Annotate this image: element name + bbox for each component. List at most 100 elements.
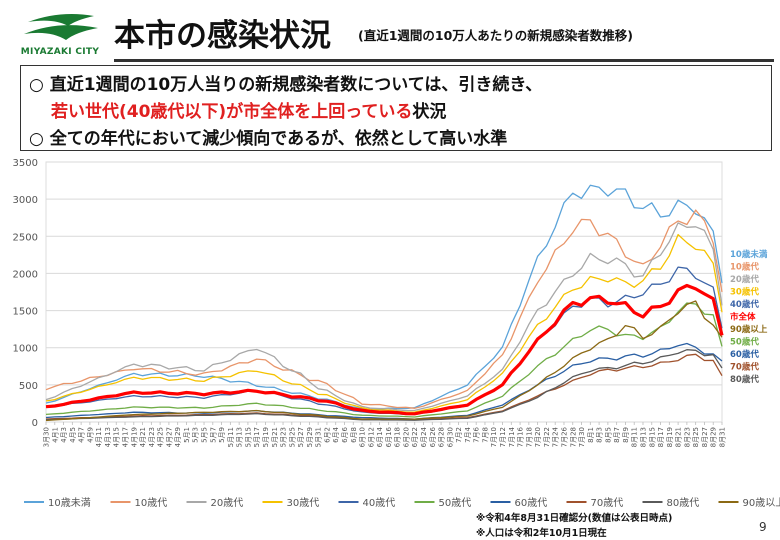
x-tick-label: 7月28 [569, 427, 577, 447]
title-divider [114, 59, 774, 62]
x-tick-label: 7月14 [508, 426, 516, 447]
x-tick-label: 8月1 [587, 427, 595, 443]
x-tick-label: 5月31 [315, 427, 323, 447]
series-line-10 [45, 283, 724, 416]
x-tick-label: 8月27 [701, 427, 709, 447]
y-tick-label: 3500 [13, 158, 38, 169]
series-line-2 [45, 222, 723, 412]
series-end-label: 60歳代 [730, 349, 759, 360]
series-line-5 [45, 302, 723, 418]
series-line-3 [45, 233, 723, 413]
x-tick-label: 7月10 [490, 427, 498, 447]
x-tick-label: 6月14 [376, 426, 384, 447]
page-subtitle: (直近1週間の10万人あたりの新規感染者数推移) [358, 28, 634, 43]
x-tick-label: 5月21 [271, 427, 279, 447]
x-tick-label: 7月2 [455, 427, 463, 443]
series-end-label: 90歳以上 [730, 324, 768, 335]
x-tick-label: 4月27 [165, 427, 173, 447]
series-end-label: 50歳代 [730, 337, 759, 348]
x-tick-label: 4月25 [157, 427, 165, 447]
x-tick-label: 4月9 [86, 427, 94, 443]
x-tick-label: 6月26 [429, 426, 437, 447]
x-tick-label: 8月13 [639, 427, 647, 447]
x-tick-label: 8月9 [622, 427, 630, 443]
miyazaki-city-logo-icon [24, 14, 98, 40]
x-tick-label: 8月5 [604, 427, 612, 443]
x-tick-label: 4月17 [122, 427, 130, 447]
x-tick-label: 8月15 [648, 427, 656, 447]
legend-label: 80歳代 [667, 497, 700, 509]
x-tick-label: 7月26 [560, 426, 568, 447]
x-tick-label: 6月20 [402, 427, 410, 447]
y-tick-label: 1000 [13, 344, 38, 355]
x-tick-label: 8月3 [596, 427, 604, 443]
x-tick-label: 5月9 [218, 427, 226, 443]
x-tick-label: 5月11 [227, 427, 235, 447]
plot-area [45, 161, 723, 423]
x-tick-label: 6月10 [359, 427, 367, 447]
x-tick-label: 5月27 [297, 427, 305, 447]
x-tick-label: 6月8 [350, 427, 358, 443]
page-title: 本市の感染状況 [114, 18, 331, 54]
page-number: 9 [759, 520, 767, 534]
legend-label: 90歳以上 [743, 497, 780, 509]
x-tick-label: 6月24 [420, 426, 428, 447]
x-tick-label: 4月1 [51, 427, 59, 443]
series-line-1 [45, 209, 723, 409]
x-tick-label: 4月19 [130, 427, 138, 447]
x-tick-label: 7月8 [481, 427, 489, 443]
legend-label: 40歳代 [363, 497, 396, 509]
x-tick-label: 7月22 [543, 427, 551, 447]
x-tick-label: 5月1 [183, 427, 191, 443]
x-tick-label: 8月29 [710, 427, 718, 447]
x-tick-label: 5月15 [244, 427, 252, 447]
x-tick-label: 5月3 [192, 427, 200, 443]
y-tick-label: 2000 [13, 269, 38, 280]
legend-label: 50歳代 [439, 497, 472, 509]
series-end-label: 20歳代 [730, 274, 759, 285]
series-line-0 [45, 184, 723, 411]
series-end-label: 10歳未満 [730, 249, 768, 260]
x-tick-label: 4月15 [113, 427, 121, 447]
x-tick-label: 4月21 [139, 427, 147, 447]
logo-text: MIYAZAKI CITY [20, 47, 100, 57]
legend-label: 60歳代 [515, 497, 548, 509]
x-tick-label: 4月7 [78, 427, 86, 443]
x-tick-label: 8月31 [719, 427, 727, 447]
x-tick-label: 5月13 [236, 427, 244, 447]
summary-line-2-highlight: 若い世代(40歳代以下)が市全体を上回っている [51, 102, 413, 122]
x-tick-label: 5月23 [280, 427, 288, 447]
x-tick-label: 8月17 [657, 427, 665, 447]
x-tick-label: 5月25 [288, 427, 296, 447]
summary-line-3: ○ 全ての年代において減少傾向であるが、依然として高い水準 [29, 129, 508, 149]
x-tick-label: 7月30 [578, 427, 586, 447]
x-tick-label: 6月18 [394, 427, 402, 447]
x-tick-label: 5月29 [306, 427, 314, 447]
x-tick-label: 6月6 [341, 426, 349, 442]
x-tick-label: 7月20 [534, 427, 542, 447]
x-tick-label: 5月17 [253, 427, 261, 447]
x-tick-label: 4月29 [174, 427, 182, 447]
x-tick-label: 8月25 [692, 427, 700, 447]
series-end-label: 30歳代 [730, 287, 759, 298]
series-end-label: 市全体 [730, 312, 756, 323]
x-tick-label: 8月23 [683, 427, 691, 447]
series-end-label: 10歳代 [730, 262, 759, 273]
x-tick-label: 6月30 [446, 427, 454, 447]
x-tick-label: 6月22 [411, 427, 419, 447]
x-tick-label: 4月5 [69, 427, 77, 443]
legend-label: 10歳未満 [48, 497, 91, 509]
x-tick-label: 6月12 [367, 427, 375, 447]
summary-line-2: 若い世代(40歳代以下)が市全体を上回っている状況 [51, 97, 446, 122]
legend-label: 20歳代 [211, 497, 244, 509]
footnote-2: ※人口は令和2年10月1日現在 [476, 528, 607, 539]
series-line-9 [45, 300, 723, 422]
y-tick-label: 2500 [13, 232, 38, 243]
x-tick-label: 7月16 [517, 426, 525, 447]
legend-label: 70歳代 [591, 497, 624, 509]
footnote-1: ※令和4年8月31日確認分(数値は公表日時点) [476, 513, 673, 524]
x-tick-label: 7月18 [525, 427, 533, 447]
series-end-label: 70歳代 [730, 362, 759, 373]
x-tick-label: 8月7 [613, 427, 621, 443]
